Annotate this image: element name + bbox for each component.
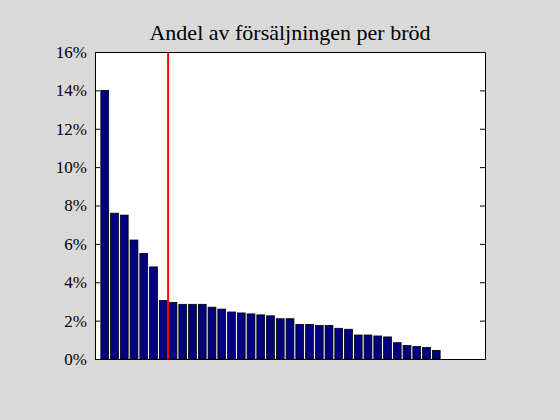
y-tick: 12% <box>56 120 100 139</box>
y-tick-right <box>480 206 485 207</box>
background <box>0 0 560 420</box>
y-tick-mark <box>95 206 100 207</box>
bar <box>228 312 236 359</box>
chart: 0% 2% 4% 6% 8% 10% 12% 14% 16% Andel av försäljni… <box>0 0 560 420</box>
bar <box>335 328 343 359</box>
bar <box>150 267 158 359</box>
bar <box>247 314 255 359</box>
y-tick-label: 8% <box>64 196 87 215</box>
bar <box>384 337 392 359</box>
y-tick-label: 0% <box>64 350 87 369</box>
y-tick-right <box>480 321 485 322</box>
bar <box>101 90 109 359</box>
y-tick-mark <box>95 90 100 91</box>
bar <box>130 240 138 359</box>
y-tick-mark <box>95 321 100 322</box>
bar <box>423 347 431 359</box>
x-axis <box>96 359 486 360</box>
bar <box>432 350 440 359</box>
bar <box>325 325 333 359</box>
y-tick-mark-right <box>480 321 485 322</box>
bar <box>257 315 265 359</box>
y-tick: 16% <box>56 43 100 62</box>
bar <box>364 335 372 359</box>
y-tick-mark-right <box>480 244 485 245</box>
bar <box>208 307 216 359</box>
y-tick-mark-right <box>480 167 485 168</box>
y-tick: 0% <box>64 350 100 369</box>
plot-area <box>95 52 485 359</box>
x-axis-line <box>96 359 486 360</box>
y-tick-mark-right <box>480 129 485 130</box>
y-tick-right <box>480 90 485 91</box>
y-tick: 8% <box>64 196 100 215</box>
frame-top-axis <box>96 52 486 53</box>
bar <box>120 215 128 359</box>
y-axis: 0% 2% 4% 6% 8% 10% 12% 14% 16% <box>56 43 100 369</box>
bars <box>101 52 440 359</box>
frame-top <box>96 52 486 53</box>
y-tick-mark <box>95 282 100 283</box>
bar <box>267 316 275 359</box>
y-tick: 14% <box>56 81 100 100</box>
y-tick-label: 2% <box>64 312 87 331</box>
y-tick-label: 14% <box>56 81 87 100</box>
bar <box>276 319 284 359</box>
y-tick-label: 16% <box>56 43 87 62</box>
plot: 0% 2% 4% 6% 8% 10% 12% 14% 16% <box>56 43 486 369</box>
bar <box>393 343 401 359</box>
y-tick: 2% <box>64 312 100 331</box>
bar <box>306 324 314 359</box>
bar <box>179 304 187 359</box>
y-tick-label: 12% <box>56 120 87 139</box>
bar <box>237 313 245 359</box>
bar <box>198 304 206 359</box>
y-tick-right <box>480 244 485 245</box>
y-tick: 6% <box>64 235 100 254</box>
bar <box>354 335 362 359</box>
bar <box>159 300 167 359</box>
bar <box>189 304 197 359</box>
bar <box>413 347 421 359</box>
y-tick-mark-right <box>480 90 485 91</box>
y-tick-label: 6% <box>64 235 87 254</box>
bar <box>403 346 411 359</box>
y-tick-mark-right <box>480 282 485 283</box>
marker-line <box>167 52 169 359</box>
frame-right <box>485 53 486 360</box>
bar <box>218 309 226 359</box>
bar <box>286 319 294 359</box>
y-tick-mark <box>95 129 100 130</box>
y-axis-right <box>480 53 486 360</box>
y-tick: 10% <box>56 158 100 177</box>
y-tick-right <box>480 282 485 283</box>
bar <box>374 336 382 359</box>
y-tick-mark <box>95 244 100 245</box>
bar <box>296 324 304 359</box>
title: Andel av försäljningen per bröd <box>149 20 430 45</box>
bar <box>140 253 148 359</box>
y-tick-right <box>480 167 485 168</box>
y-tick-label: 4% <box>64 273 87 292</box>
y-tick-label: 10% <box>56 158 87 177</box>
bar <box>315 325 323 359</box>
y-tick-right <box>480 129 485 130</box>
y-tick: 4% <box>64 273 100 292</box>
y-tick-mark <box>95 167 100 168</box>
bar <box>111 213 119 359</box>
bar <box>345 329 353 359</box>
bar <box>169 302 177 359</box>
y-tick-mark-right <box>480 206 485 207</box>
